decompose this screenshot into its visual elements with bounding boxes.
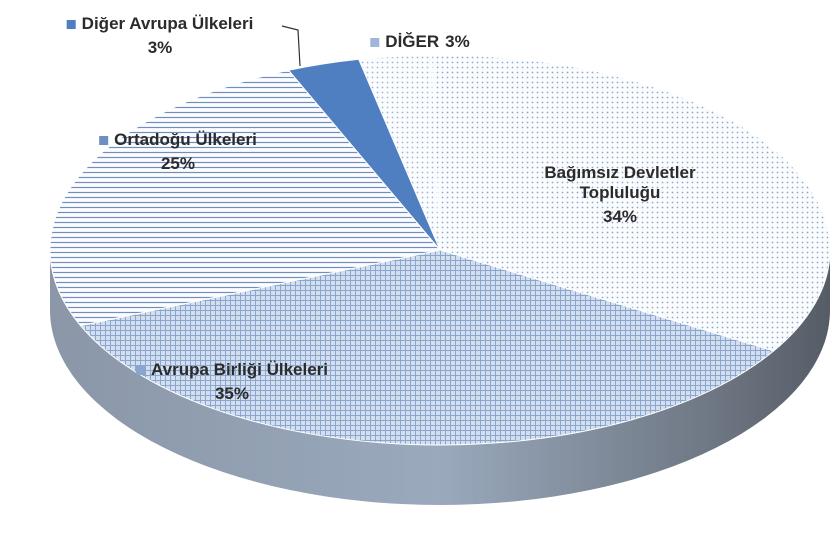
value-label: 25% — [160, 154, 196, 173]
pie-slice — [79, 249, 775, 446]
slice-label: Bağımsız Devletler Topluluğu 34% — [525, 163, 715, 227]
slice-label: Avrupa Birliği Ülkeleri 35% — [136, 360, 328, 404]
category-label: Avrupa Birliği Ülkeleri — [151, 360, 328, 379]
value-label: 3% — [445, 32, 470, 51]
category-label: DİĞER — [385, 32, 440, 51]
pie-slice — [287, 58, 441, 251]
legend-key — [370, 38, 380, 48]
pie-slice — [49, 69, 441, 327]
category-label: Ortadoğu Ülkeleri — [114, 130, 257, 149]
pie-slice — [431, 54, 831, 352]
slice-label: Diğer Avrupa Ülkeleri 3% — [66, 14, 254, 58]
value-label: 3% — [147, 38, 173, 57]
category-label: Bağımsız Devletler Topluluğu — [544, 163, 696, 202]
pie-side — [50, 250, 830, 505]
legend-key — [136, 366, 146, 376]
leader-line — [281, 25, 301, 67]
slice-label: Ortadoğu Ülkeleri 25% — [99, 130, 257, 174]
legend-key — [66, 20, 76, 30]
legend-key — [99, 136, 109, 146]
value-label: 34% — [602, 207, 638, 226]
value-label: 35% — [214, 384, 250, 403]
category-label: Diğer Avrupa Ülkeleri — [81, 14, 254, 33]
slice-label: DİĞER 3% — [370, 32, 470, 52]
